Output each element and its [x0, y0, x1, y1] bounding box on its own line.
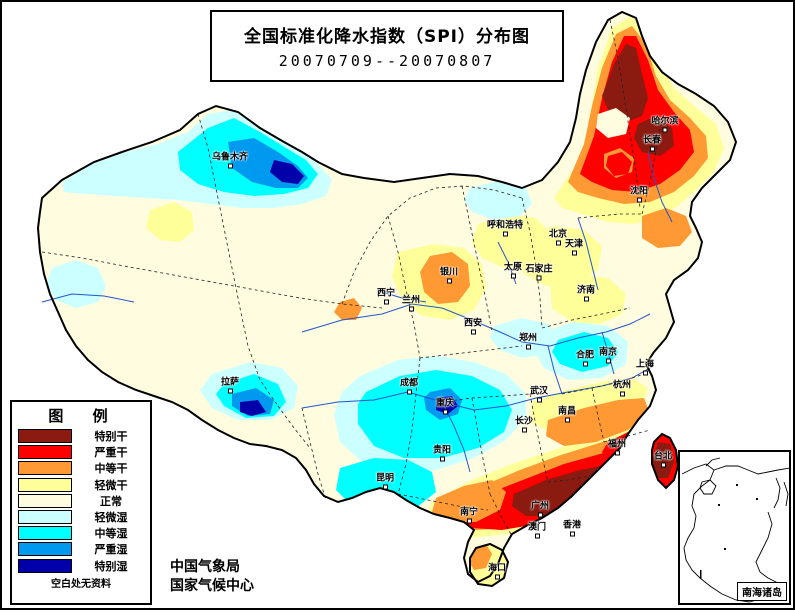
legend-row: 轻微湿	[12, 509, 150, 525]
province-borders	[41, 19, 663, 537]
spi-region-dry-extreme-ne1	[602, 44, 648, 122]
legend-row: 正常	[12, 493, 150, 509]
spi-region-wet-extreme-xinjiang	[270, 160, 304, 184]
legend-note: 空白处无资料	[51, 578, 111, 590]
legend-label: 轻微湿	[94, 511, 128, 525]
legend-row: 轻微干	[12, 477, 150, 493]
legend-swatch	[18, 542, 72, 557]
spi-region-wet-moderate-anhui	[552, 332, 618, 372]
legend-label: 正常	[100, 494, 122, 508]
legend-box: 图 例 特别干严重干中等干轻微干正常轻微湿中等湿严重湿特别湿 空白处无资料	[10, 400, 152, 605]
legend-swatch	[18, 477, 72, 492]
legend-swatch	[18, 429, 72, 444]
attribution-center: 国家气候中心	[170, 577, 254, 594]
legend-row: 特别湿	[12, 558, 150, 574]
inset-label: 南海诸岛	[737, 582, 787, 601]
map-title: 全国标准化降水指数（SPI）分布图	[243, 27, 531, 47]
legend-label: 中等湿	[94, 527, 128, 541]
legend-row: 严重干	[12, 444, 150, 460]
legend-label: 轻微干	[94, 478, 128, 492]
spi-region-dry-moderate-liaodong	[642, 208, 692, 248]
legend-rows: 特别干严重干中等干轻微干正常轻微湿中等湿严重湿特别湿	[12, 428, 150, 574]
legend-row: 中等干	[12, 460, 150, 476]
south-china-sea-inset: 南海诸岛	[678, 450, 791, 605]
legend-swatch	[18, 526, 72, 541]
spi-region-dry-moderate-qinghai	[334, 298, 362, 320]
spi-region-normal-ne-eye	[596, 108, 630, 138]
legend-row: 中等湿	[12, 525, 150, 541]
legend-label: 严重干	[94, 446, 128, 460]
spi-region-dry-slight-beijing	[514, 226, 602, 286]
legend-row: 特别干	[12, 428, 150, 444]
legend-swatch	[18, 445, 72, 460]
attribution-block: 中国气象局 国家气候中心	[170, 558, 254, 596]
spi-region-wet-extreme-chongqing	[436, 396, 458, 414]
spi-region-dry-extreme-ne2	[634, 116, 674, 156]
map-title-period: 20070709--20070807	[278, 52, 496, 70]
taiwan-dry-extreme	[652, 442, 674, 478]
spi-region-dry-moderate-guangxi	[432, 480, 506, 522]
legend-label: 严重湿	[94, 543, 128, 557]
legend-swatch	[18, 558, 72, 573]
legend-row: 严重湿	[12, 541, 150, 557]
spi-region-dry-moderate-ningxia	[420, 252, 470, 304]
legend-heading: 图 例	[48, 407, 120, 425]
spi-region-wet-slight-shanxi	[464, 180, 532, 220]
legend-label: 中等干	[94, 462, 128, 476]
spi-region-dry-moderate-jiangxi	[546, 398, 650, 446]
legend-swatch	[18, 493, 72, 508]
legend-label: 特别湿	[94, 559, 128, 573]
spi-region-dry-severe-ne-jilin	[606, 152, 632, 176]
legend-swatch	[18, 461, 72, 476]
national-border	[36, 10, 738, 588]
spi-region-dry-slight-tarim	[146, 202, 194, 242]
attribution-agency: 中国气象局	[170, 559, 240, 575]
inset-island-dots	[700, 484, 758, 579]
legend-swatch	[18, 510, 72, 525]
spi-region-wet-extreme-tibet	[240, 400, 266, 416]
legend-label: 特别干	[94, 430, 128, 444]
map-title-box: 全国标准化降水指数（SPI）分布图 20070709--20070807	[210, 10, 564, 82]
rivers	[41, 151, 673, 473]
spi-region-wet-slight-tibet-w	[46, 260, 106, 308]
